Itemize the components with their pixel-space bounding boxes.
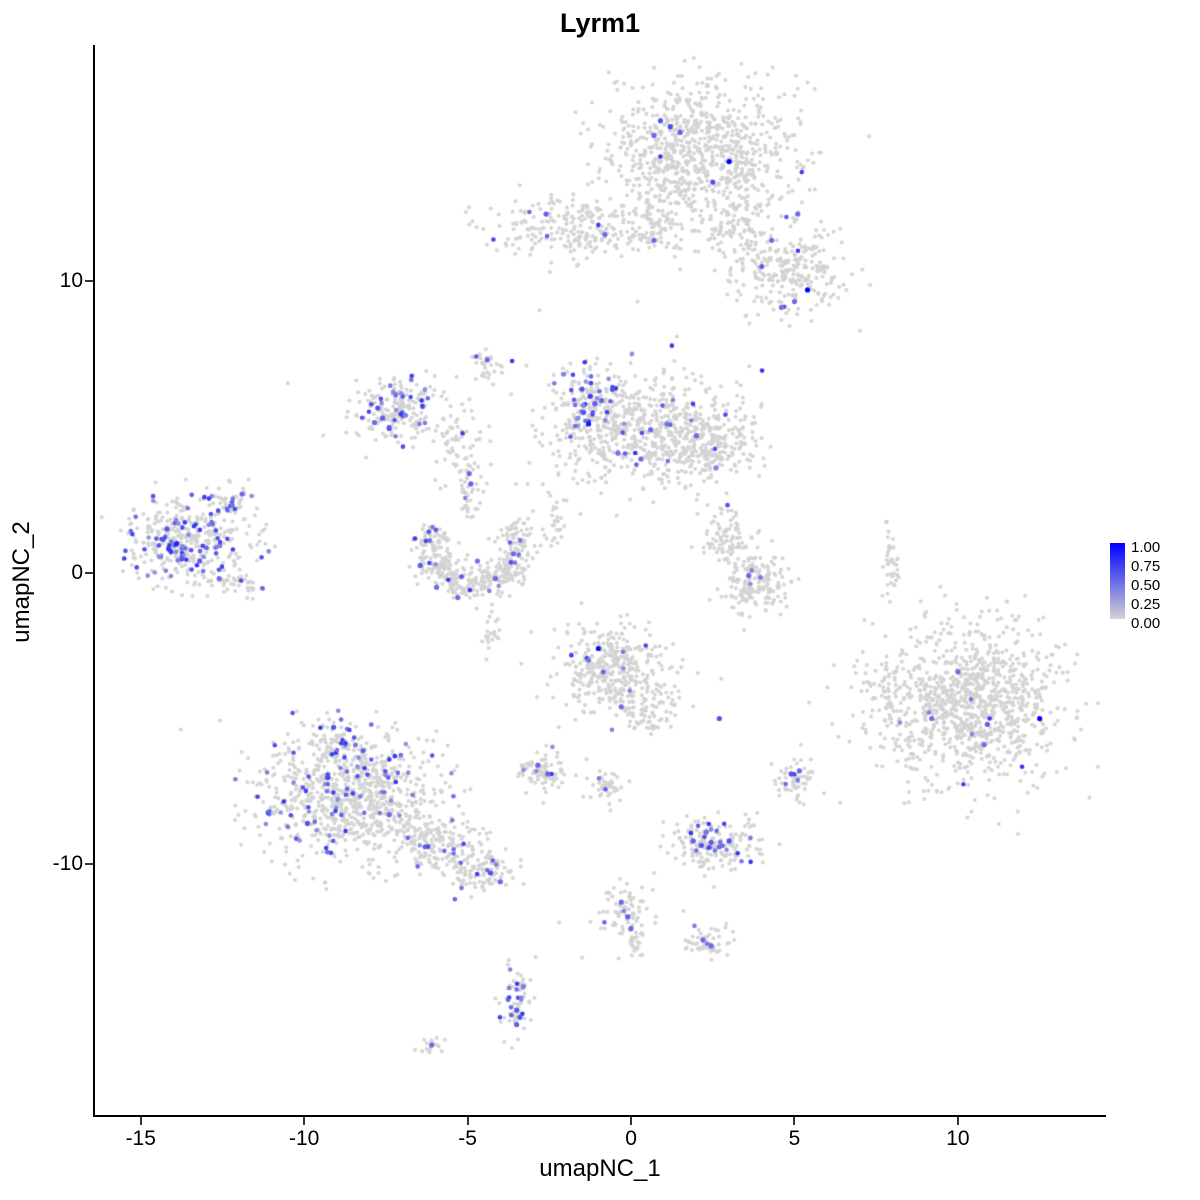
y-axis-title: umapNC_2	[8, 521, 35, 643]
x-tick-label: 5	[788, 1127, 801, 1150]
y-tick-label: -10	[52, 852, 83, 876]
y-axis-line	[93, 45, 95, 1117]
legend-label: 0.25	[1131, 596, 1161, 613]
legend-label: 0.00	[1131, 615, 1161, 632]
x-tick-mark	[466, 1117, 469, 1125]
x-tick-mark	[956, 1117, 959, 1125]
x-tick-label: -15	[125, 1127, 156, 1150]
y-tick-mark	[85, 571, 93, 574]
x-tick-mark	[303, 1117, 306, 1125]
x-tick-mark	[630, 1117, 633, 1125]
legend-label: 0.75	[1131, 558, 1161, 575]
x-tick-label: -10	[289, 1127, 320, 1150]
x-tick-label: -5	[458, 1127, 477, 1150]
legend-label: 1.00	[1131, 539, 1161, 556]
x-axis-line	[93, 1115, 1106, 1117]
color-legend: 1.00 0.75 0.50 0.25 0.00	[1110, 539, 1196, 633]
legend-gradient-bar	[1110, 543, 1125, 619]
y-tick-label: 0	[71, 560, 83, 584]
x-tick-label: 0	[625, 1127, 637, 1150]
plot-title: Lyrm1	[559, 8, 641, 38]
legend-label: 0.50	[1131, 577, 1161, 594]
y-tick-label: 10	[59, 269, 83, 293]
y-tick-mark	[85, 863, 93, 866]
x-axis-title: umapNC_1	[539, 1155, 661, 1182]
x-tick-label: 10	[946, 1127, 970, 1150]
legend-labels: 1.00 0.75 0.50 0.25 0.00	[1131, 539, 1191, 631]
x-tick-mark	[793, 1117, 796, 1125]
x-tick-mark	[139, 1117, 142, 1125]
y-tick-mark	[85, 280, 93, 283]
